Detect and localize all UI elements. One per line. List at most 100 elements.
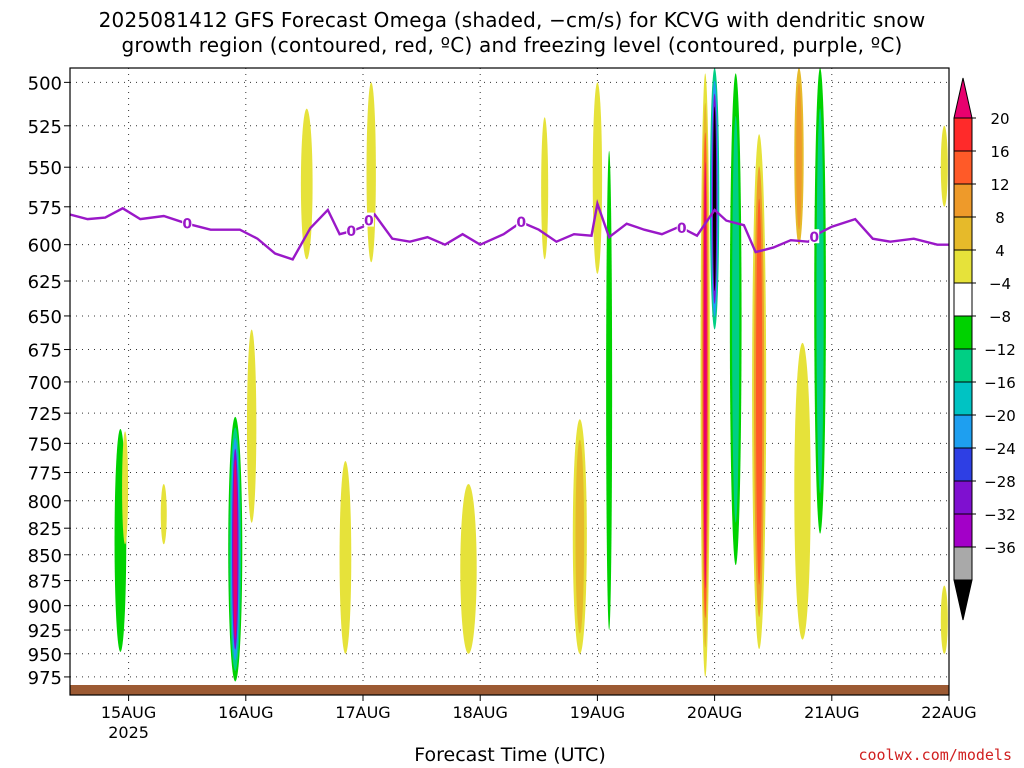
colorbar-swatch: [953, 414, 973, 449]
y-tick-label: 600: [28, 236, 62, 257]
omega-shaded-region: [233, 459, 238, 639]
freezing-level-label: 0: [516, 215, 526, 231]
omega-shaded-region: [756, 198, 763, 585]
omega-shaded-region: [732, 115, 740, 523]
chart-title: 2025081412 GFS Forecast Omega (shaded, −…: [0, 8, 1024, 58]
colorbar-swatch: [953, 513, 973, 548]
omega-shaded-region: [122, 431, 129, 545]
y-tick-label: 900: [28, 597, 62, 618]
colorbar-tick-label: 4: [995, 242, 1005, 260]
colorbar-tick-label: −12: [984, 341, 1016, 359]
freezing-level-label: 0: [809, 230, 819, 246]
y-tick-label: 975: [28, 668, 62, 689]
freezing-level-label: 0: [677, 221, 687, 237]
colorbar-swatch: [953, 183, 973, 218]
freezing-level-layer: 0 00 0 00: [70, 199, 949, 261]
y-tick-label: 500: [28, 73, 62, 94]
omega-shaded-region: [796, 83, 802, 230]
omega-shaded-region: [300, 108, 313, 260]
omega-shaded-region: [366, 82, 376, 263]
x-tick-label: 17AUG: [335, 703, 390, 722]
colorbar: 20 16 12 8 4 −4 −8 −12 −16 −20 −24 −28 −32 −36: [953, 77, 1016, 621]
colorbar-tick-label: −36: [984, 539, 1016, 557]
freezing-level-label-bg: [182, 215, 193, 230]
freezing-level-label-bg: [346, 223, 357, 238]
colorbar-swatch: [953, 150, 973, 185]
colorbar-swatch: [953, 546, 973, 581]
y-tick-label: 750: [28, 434, 62, 455]
x-year-label: 2025: [108, 723, 149, 742]
x-tick-label: 22AUG: [921, 703, 976, 722]
x-axis: 15AUG 16AUG 17AUG 18AUG 19AUG 20AUG 21AUG 22AUG…: [101, 695, 977, 742]
x-tick-label: 15AUG: [101, 703, 156, 722]
freezing-level-label: 0: [364, 214, 374, 230]
y-tick-label: 650: [28, 307, 62, 328]
omega-shaded-region: [940, 125, 948, 207]
colorbar-tick-label: −4: [989, 275, 1011, 293]
source-credit: coolwx.com/models: [858, 746, 1012, 764]
y-tick-label: 725: [28, 404, 62, 425]
colorbar-tick-label: −32: [984, 506, 1016, 524]
colorbar-tick-label: −16: [984, 374, 1016, 392]
x-axis-label: Forecast Time (UTC): [414, 744, 606, 766]
colorbar-cap-bottom: [953, 579, 973, 621]
omega-shaded-region: [460, 483, 477, 654]
omega-shaded-region: [541, 117, 549, 260]
y-tick-label: 825: [28, 519, 62, 540]
colorbar-tick-label: −24: [984, 440, 1016, 458]
omega-shaded-region: [703, 161, 707, 589]
omega-shaded-region: [339, 460, 352, 654]
colorbar-swatch: [953, 480, 973, 515]
x-tick-label: 18AUG: [452, 703, 507, 722]
x-tick-label: 20AUG: [687, 703, 742, 722]
freezing-level-label-bg: [363, 212, 374, 227]
y-tick-label: 850: [28, 546, 62, 567]
omega-shaded-region: [816, 108, 824, 494]
colorbar-swatch: [953, 282, 973, 317]
omega-shading-layer: [114, 68, 948, 682]
colorbar-swatch: [953, 348, 973, 383]
colorbar-tick-label: 8: [995, 209, 1005, 227]
chart-title-line-1: 2025081412 GFS Forecast Omega (shaded, −…: [98, 8, 926, 32]
y-tick-label: 525: [28, 117, 62, 138]
colorbar-tick-label: −20: [984, 407, 1016, 425]
omega-shaded-region: [592, 82, 603, 274]
colorbar-tick-label: 20: [990, 110, 1009, 128]
colorbar-swatch: [953, 117, 973, 152]
x-tick-label: 19AUG: [570, 703, 625, 722]
freezing-level-label-bg: [676, 219, 687, 234]
y-tick-label: 700: [28, 373, 62, 394]
y-tick-label: 925: [28, 621, 62, 642]
y-tick-label: 550: [28, 158, 62, 179]
colorbar-tick-label: 16: [990, 143, 1009, 161]
y-tick-label: 775: [28, 464, 62, 485]
omega-shaded-region: [794, 342, 811, 640]
freezing-level-label: 0: [346, 224, 356, 240]
freezing-level-label-bg: [516, 214, 527, 229]
omega-shaded-region: [712, 106, 717, 292]
colorbar-swatch: [953, 381, 973, 416]
y-tick-label: 625: [28, 272, 62, 293]
colorbar-tick-label: 12: [990, 176, 1009, 194]
omega-shaded-region: [575, 439, 585, 634]
colorbar-swatch: [953, 315, 973, 350]
y-tick-label: 800: [28, 492, 62, 513]
omega-shaded-region: [160, 483, 167, 545]
colorbar-tick-label: −8: [989, 308, 1011, 326]
y-axis: 500 525 550 575 600 625 650 675 700 725 750 775 800 8…: [28, 73, 70, 689]
chart-title-line-2: growth region (contoured, red, ºC) and f…: [121, 33, 903, 57]
omega-shaded-region: [246, 329, 257, 523]
colorbar-swatch: [953, 249, 973, 284]
x-tick-label: 16AUG: [218, 703, 273, 722]
colorbar-swatch: [953, 447, 973, 482]
omega-shaded-region: [940, 585, 948, 654]
terrain-surface-band: [70, 685, 949, 695]
freezing-level-label-bg: [809, 229, 820, 244]
y-tick-label: 675: [28, 341, 62, 362]
colorbar-tick-label: −28: [984, 473, 1016, 491]
freezing-level-label: 0: [182, 217, 192, 233]
y-tick-label: 875: [28, 572, 62, 593]
freezing-level-line: [70, 199, 949, 261]
y-tick-label: 575: [28, 198, 62, 219]
